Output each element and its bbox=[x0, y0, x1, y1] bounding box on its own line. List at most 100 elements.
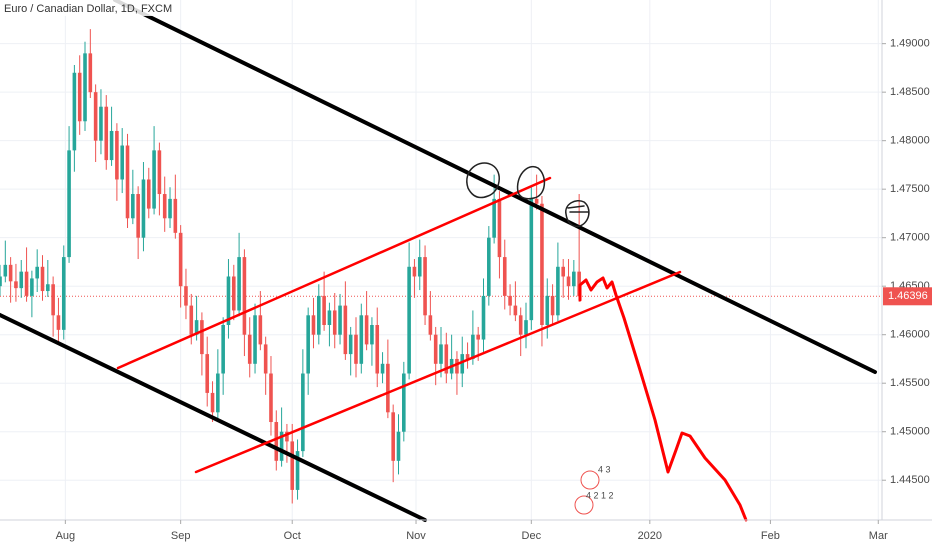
candle-body bbox=[301, 373, 305, 452]
candle-body bbox=[343, 305, 348, 355]
candle-body bbox=[61, 257, 66, 330]
candle-body bbox=[508, 295, 512, 306]
forecast-scribble bbox=[578, 276, 748, 522]
candle-body bbox=[455, 358, 459, 374]
candle-body bbox=[162, 194, 167, 219]
candle-body bbox=[428, 315, 433, 335]
candle-body bbox=[35, 266, 39, 279]
candle-body bbox=[221, 325, 225, 374]
candle-body bbox=[0, 276, 2, 287]
candle-body bbox=[184, 286, 188, 306]
candle-body bbox=[412, 266, 417, 277]
candle-body bbox=[8, 264, 13, 282]
y-tick-label: 1.49000 bbox=[890, 38, 930, 50]
candle-body bbox=[433, 334, 438, 364]
candle-body bbox=[19, 271, 24, 289]
trend-line bbox=[113, 0, 877, 374]
circle-marker bbox=[516, 165, 546, 200]
x-tick-label: Feb bbox=[761, 530, 780, 542]
candle-body bbox=[402, 373, 406, 432]
candles bbox=[0, 29, 581, 504]
candle-body bbox=[444, 344, 449, 374]
candle-body bbox=[242, 257, 247, 335]
candle-body bbox=[502, 257, 507, 296]
candle-body bbox=[247, 334, 252, 364]
candle-body bbox=[72, 72, 77, 151]
candle-body bbox=[125, 145, 130, 219]
channel-line bbox=[116, 176, 552, 370]
y-tick-label: 1.45500 bbox=[890, 377, 930, 389]
y-tick-label: 1.47500 bbox=[890, 183, 930, 195]
candle-body bbox=[497, 198, 502, 258]
x-tick-label: Nov bbox=[406, 530, 426, 542]
candle-body bbox=[189, 305, 194, 335]
candle-body bbox=[115, 130, 119, 180]
title-bg bbox=[0, 0, 160, 16]
candle-body bbox=[513, 305, 518, 316]
x-tick-label: Mar bbox=[869, 530, 888, 542]
candle-body bbox=[40, 266, 45, 292]
y-tick-label: 1.44500 bbox=[890, 474, 930, 486]
candle-body bbox=[534, 198, 539, 204]
candle-body bbox=[540, 203, 544, 325]
trend-line bbox=[0, 313, 427, 522]
y-tick-label: 1.47000 bbox=[890, 232, 930, 244]
candle-body bbox=[200, 320, 204, 355]
x-tick-label: Dec bbox=[522, 530, 542, 542]
candle-body bbox=[545, 295, 550, 325]
candle-body bbox=[258, 315, 263, 345]
candle-body bbox=[3, 264, 8, 277]
candle-body bbox=[465, 354, 470, 359]
candle-body bbox=[141, 179, 146, 238]
candle-body bbox=[492, 198, 496, 238]
candle-body bbox=[396, 431, 401, 461]
candle-body bbox=[46, 284, 50, 292]
candle-body bbox=[460, 354, 465, 374]
candle-body bbox=[359, 315, 364, 364]
badge-label: 4 3 bbox=[598, 464, 611, 474]
circle-marker bbox=[466, 162, 500, 199]
candle-body bbox=[386, 363, 390, 413]
candle-body bbox=[216, 373, 220, 413]
candle-body bbox=[157, 150, 162, 195]
candle-body bbox=[375, 325, 380, 374]
axes: 1.490001.485001.480001.475001.470001.465… bbox=[56, 38, 932, 542]
candle-body bbox=[173, 198, 178, 233]
candle-body bbox=[316, 295, 321, 335]
badge-icon bbox=[580, 470, 600, 490]
x-tick-label: 2020 bbox=[638, 530, 662, 542]
chart-title: Euro / Canadian Dollar, 1D, FXCM bbox=[4, 3, 172, 15]
candle-body bbox=[24, 271, 29, 296]
y-tick-label: 1.46000 bbox=[890, 329, 930, 341]
candle-body bbox=[263, 344, 268, 374]
last-price-label: 1.46396 bbox=[888, 290, 928, 302]
channel-line bbox=[194, 270, 682, 474]
candle-body bbox=[487, 237, 491, 296]
candle-body bbox=[51, 284, 55, 316]
candle-body bbox=[226, 276, 231, 325]
candle-body bbox=[210, 392, 215, 413]
x-tick-label: Aug bbox=[56, 530, 76, 542]
candle-body bbox=[120, 145, 125, 180]
candle-body bbox=[572, 271, 576, 287]
candle-body bbox=[338, 305, 342, 335]
candle-body bbox=[354, 334, 358, 364]
candle-body bbox=[332, 310, 337, 335]
candle-body bbox=[518, 315, 523, 335]
candle-body bbox=[279, 431, 284, 461]
candle-body bbox=[524, 320, 528, 335]
candle-body bbox=[290, 441, 295, 490]
candle-body bbox=[194, 320, 199, 335]
candle-body bbox=[370, 325, 374, 345]
candle-body bbox=[136, 194, 140, 238]
x-tick-label: Sep bbox=[171, 530, 191, 542]
candle-body bbox=[322, 295, 326, 325]
candle-body bbox=[99, 106, 103, 141]
candle-body bbox=[439, 344, 443, 364]
candle-body bbox=[561, 266, 566, 277]
y-tick-label: 1.45000 bbox=[890, 426, 930, 438]
candle-body bbox=[231, 276, 236, 311]
circle-marker bbox=[565, 200, 590, 228]
candle-body bbox=[327, 310, 332, 325]
